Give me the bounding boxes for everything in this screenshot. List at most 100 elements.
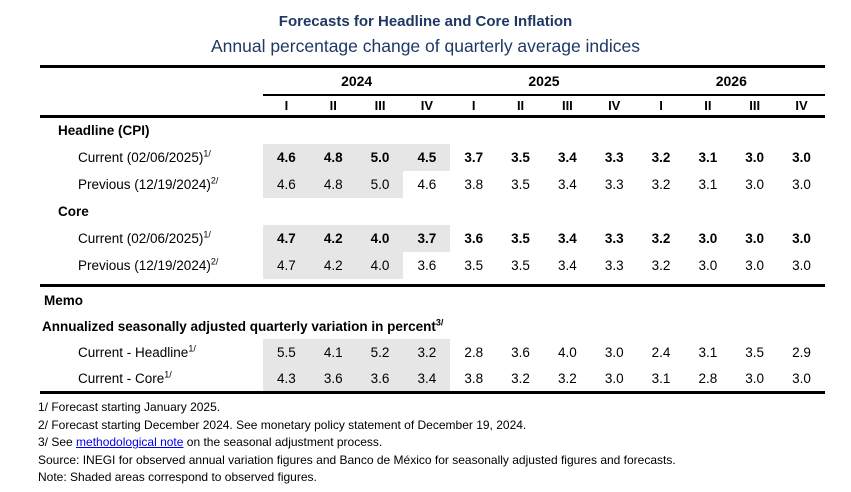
quarter-header: IV: [778, 94, 825, 118]
row-label: Current - Core1/: [78, 369, 172, 386]
data-cell: 3.1: [698, 149, 718, 165]
quarter-header: III: [731, 94, 779, 118]
table-row: Current (02/06/2025)1/4.6 4.8 5.0 4.5 3.7 3.5…: [40, 143, 825, 171]
footnote-line: 1/ Forecast starting January 2025.: [38, 400, 221, 414]
data-cell: 4.6: [417, 176, 437, 192]
data-cell: 3.0: [698, 257, 718, 273]
data-cell: 3.0: [745, 257, 765, 273]
data-cell: 3.3: [604, 149, 624, 165]
data-cell: 5.5: [263, 338, 310, 366]
footnote-line: 2/ Forecast starting December 2024. See …: [38, 417, 527, 432]
data-cell: 3.0: [604, 344, 624, 360]
data-cell: 4.2: [309, 224, 357, 252]
data-cell: 3.2: [651, 176, 671, 192]
data-cell: 4.7: [263, 251, 310, 279]
data-cell: 5.0: [356, 170, 404, 198]
data-cell: 4.0: [356, 251, 404, 279]
data-cell: 3.2: [651, 257, 671, 273]
data-cell: 4.7: [263, 224, 310, 252]
data-cell: 3.0: [745, 230, 765, 246]
quarter-header: I: [450, 94, 498, 118]
data-cell: 3.7: [403, 224, 451, 252]
data-cell: 3.2: [511, 370, 530, 386]
data-cell: 3.6: [356, 365, 404, 393]
row-label: Current (02/06/2025)1/: [78, 229, 211, 246]
data-cell: 3.3: [604, 230, 624, 246]
year-header: 2025: [450, 66, 638, 96]
memo-title-label: Memo: [40, 284, 825, 314]
page-title: Forecasts for Headline and Core Inflatio…: [278, 13, 573, 30]
data-cell: 2.8: [464, 344, 484, 360]
data-cell: 4.3: [263, 365, 310, 393]
data-cell: 3.8: [464, 370, 484, 386]
data-cell: 3.5: [511, 149, 530, 165]
data-cell: 3.0: [745, 149, 765, 165]
data-cell: 5.2: [356, 338, 404, 366]
section-row: Core: [40, 198, 825, 225]
data-cell: 3.3: [604, 176, 624, 192]
spacer-cell: [40, 279, 825, 286]
section-label: Headline (CPI): [58, 123, 150, 139]
data-cell: 3.0: [792, 257, 811, 273]
data-cell: 4.1: [309, 338, 357, 366]
footnote-line: Source: INEGI for observed annual variat…: [38, 452, 676, 467]
data-cell: 3.0: [745, 176, 765, 192]
data-cell: 3.5: [511, 257, 530, 273]
table-row: Current - Core1/4.3 3.6 3.6 3.4 3.8 3.2 3.2 3.0…: [40, 365, 825, 393]
memo-subtitle-label: Annualized seasonally adjusted quarterly…: [42, 317, 444, 334]
memo-title-row: Memo: [40, 284, 825, 314]
data-cell: 3.6: [511, 344, 530, 360]
row-label: Current - Headline1/: [78, 343, 196, 360]
data-cell: 3.0: [792, 230, 811, 246]
data-cell: 3.4: [557, 176, 577, 192]
quarter-row: I II III IV I II III IV I II III IV: [40, 94, 825, 118]
quarter-header: I: [263, 94, 310, 118]
data-cell: 3.2: [403, 338, 451, 366]
memo-subtitle-row: Annualized seasonally adjusted quarterly…: [40, 314, 825, 339]
data-cell: 3.0: [745, 370, 765, 386]
data-cell: 3.6: [464, 230, 484, 246]
table-row: Current - Headline1/5.5 4.1 5.2 3.2 2.8 3.6 4.…: [40, 338, 825, 366]
footnotes: 1/ Forecast starting January 2025. 2/ For…: [38, 399, 851, 487]
quarter-row-corner: [40, 94, 263, 118]
data-cell: 3.7: [464, 149, 484, 165]
table-row: Previous (12/19/2024)2/4.6 4.8 5.0 4.6 3.8 3.…: [40, 170, 825, 198]
footnote-line: Note: Shaded areas correspond to observe…: [38, 470, 317, 484]
data-cell: 3.6: [417, 257, 437, 273]
data-cell: 3.5: [745, 344, 765, 360]
data-cell: 2.8: [698, 370, 718, 386]
year-header: 2024: [263, 66, 451, 96]
quarter-header: II: [309, 94, 357, 118]
data-cell: 3.5: [511, 230, 530, 246]
table-row: Previous (12/19/2024)2/4.7 4.2 4.0 3.6 3.5 3.…: [40, 251, 825, 279]
data-cell: 3.1: [698, 344, 718, 360]
data-cell: 4.8: [309, 170, 357, 198]
quarter-header: IV: [403, 94, 451, 118]
data-cell: 4.0: [557, 344, 577, 360]
methodological-note-link[interactable]: methodological note: [76, 435, 184, 449]
year-row: 2024 2025 2026: [40, 66, 825, 96]
table-body: Headline (CPI) Current (02/06/2025)1/4.6 4…: [40, 117, 825, 393]
data-cell: 3.1: [651, 370, 671, 386]
data-cell: 4.8: [309, 143, 357, 171]
quarter-header: I: [637, 94, 685, 118]
section-row: Headline (CPI): [40, 117, 825, 144]
footnote-line: 3/ See methodological note on the season…: [38, 435, 383, 449]
forecast-table: 2024 2025 2026 I II III IV I II III IV I II III IV He…: [40, 65, 825, 394]
row-label: Current (02/06/2025)1/: [78, 148, 211, 165]
data-cell: 2.4: [651, 344, 671, 360]
quarter-header: III: [356, 94, 404, 118]
section-label: Core: [58, 203, 89, 219]
data-cell: 3.1: [698, 176, 718, 192]
data-cell: 3.5: [464, 257, 484, 273]
data-cell: 3.5: [511, 176, 530, 192]
data-cell: 3.4: [403, 365, 451, 393]
data-cell: 3.6: [309, 365, 357, 393]
data-cell: 3.2: [651, 230, 671, 246]
data-cell: 2.9: [792, 344, 811, 360]
page-subtitle: Annual percentage change of quarterly av…: [210, 36, 641, 56]
row-label: Previous (12/19/2024)2/: [78, 175, 219, 192]
spacer-row: [40, 279, 825, 286]
data-cell: 4.5: [403, 143, 451, 171]
